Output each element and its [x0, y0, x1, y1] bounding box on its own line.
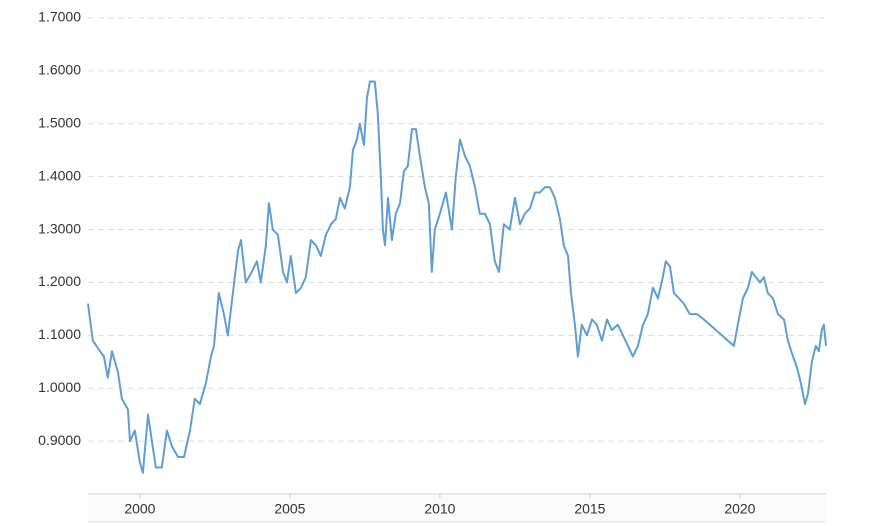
- y-tick-label: 1.3000: [38, 220, 81, 236]
- x-tick-label: 2005: [274, 501, 305, 517]
- y-tick-label: 1.6000: [38, 62, 81, 78]
- y-tick-label: 0.9000: [38, 432, 81, 448]
- y-tick-label: 1.4000: [38, 167, 81, 183]
- y-tick-label: 1.2000: [38, 273, 81, 289]
- y-tick-label: 1.1000: [38, 326, 81, 342]
- line: [87, 80, 827, 474]
- x-tick-label: 2000: [124, 501, 155, 517]
- y-tick-label: 1.7000: [38, 9, 81, 25]
- y-tick-label: 1.5000: [38, 114, 81, 130]
- x-axis-band: [88, 496, 826, 522]
- x-tick-label: 2010: [424, 501, 455, 517]
- y-tick-label: 1.0000: [38, 379, 81, 395]
- x-tick-label: 2015: [574, 501, 605, 517]
- x-tick-label: 2020: [724, 501, 755, 517]
